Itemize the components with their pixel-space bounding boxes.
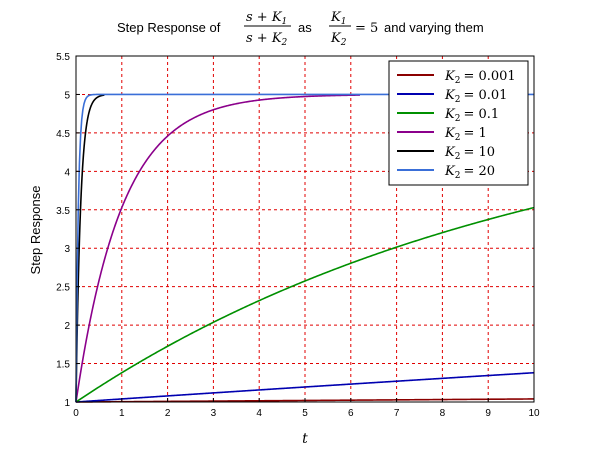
- y-tick-label: 5: [64, 90, 70, 101]
- y-tick-label: 3: [64, 244, 70, 255]
- legend-box: [388, 60, 529, 186]
- title-frac2-denominator: K2: [330, 31, 347, 48]
- x-axis-label: t: [302, 431, 308, 447]
- x-tick-labels: 0 1 2 3 4 5 6 7 8 9 10: [73, 408, 540, 419]
- y-tick-label: 2: [64, 321, 70, 332]
- title-fraction-1: s + K1 s + K2: [244, 10, 291, 48]
- grid: [76, 56, 534, 402]
- x-tick-label: 7: [394, 408, 400, 419]
- y-tick-label: 3.5: [56, 206, 70, 217]
- legend-entry-5: K2 = 20: [444, 164, 495, 181]
- legend: K2 = 0.001 K2 = 0.01 K2 = 0.1 K2 = 1 K2 = 10 K2 = 2…: [388, 60, 529, 186]
- title-suffix: and varying them: [384, 20, 484, 35]
- title-frac2-equals: = 5: [355, 21, 378, 36]
- y-tick-label: 2.5: [56, 283, 70, 294]
- y-tick-label: 1.5: [56, 360, 70, 371]
- title-prefix: Step Response of: [117, 20, 221, 35]
- title-frac2-numerator: K1: [330, 10, 346, 27]
- legend-entry-2: K2 = 0.1: [444, 107, 499, 124]
- legend-entry-3: K2 = 1: [444, 126, 487, 143]
- x-tick-label: 1: [119, 408, 125, 419]
- chart-title: Step Response of s + K1 s + K2 as K1 K2 …: [117, 10, 484, 48]
- title-frac1-numerator: s + K1: [246, 10, 287, 27]
- x-tick-label: 3: [211, 408, 217, 419]
- series-line-1: [75, 371, 535, 403]
- x-tick-label: 0: [73, 408, 79, 419]
- title-fraction-2: K1 K2 = 5: [329, 10, 378, 48]
- series-line-2: [75, 206, 535, 403]
- y-tick-label: 4: [64, 167, 70, 178]
- x-tick-label: 10: [528, 408, 540, 419]
- y-tick-label: 1: [64, 398, 70, 409]
- legend-entry-4: K2 = 10: [444, 145, 495, 162]
- x-tick-label: 9: [485, 408, 491, 419]
- x-tick-label: 5: [302, 408, 308, 419]
- title-middle: as: [298, 20, 312, 35]
- x-tick-label: 4: [256, 408, 262, 419]
- series-line-3: [75, 94, 361, 403]
- series-line-4: [75, 94, 106, 403]
- title-frac1-denominator: s + K2: [246, 31, 288, 48]
- x-tick-label: 6: [348, 408, 354, 419]
- y-tick-labels: 1 1.5 2 2.5 3 3.5 4 4.5 5 5.5: [56, 52, 70, 409]
- axis-ticks: [75, 55, 535, 403]
- x-tick-label: 2: [165, 408, 171, 419]
- y-axis-label: Step Response: [28, 186, 43, 275]
- y-tick-label: 5.5: [56, 52, 70, 63]
- legend-entry-1: K2 = 0.01: [444, 88, 507, 105]
- y-tick-label: 4.5: [56, 129, 70, 140]
- legend-entry-0: K2 = 0.001: [444, 69, 516, 86]
- x-tick-label: 8: [440, 408, 446, 419]
